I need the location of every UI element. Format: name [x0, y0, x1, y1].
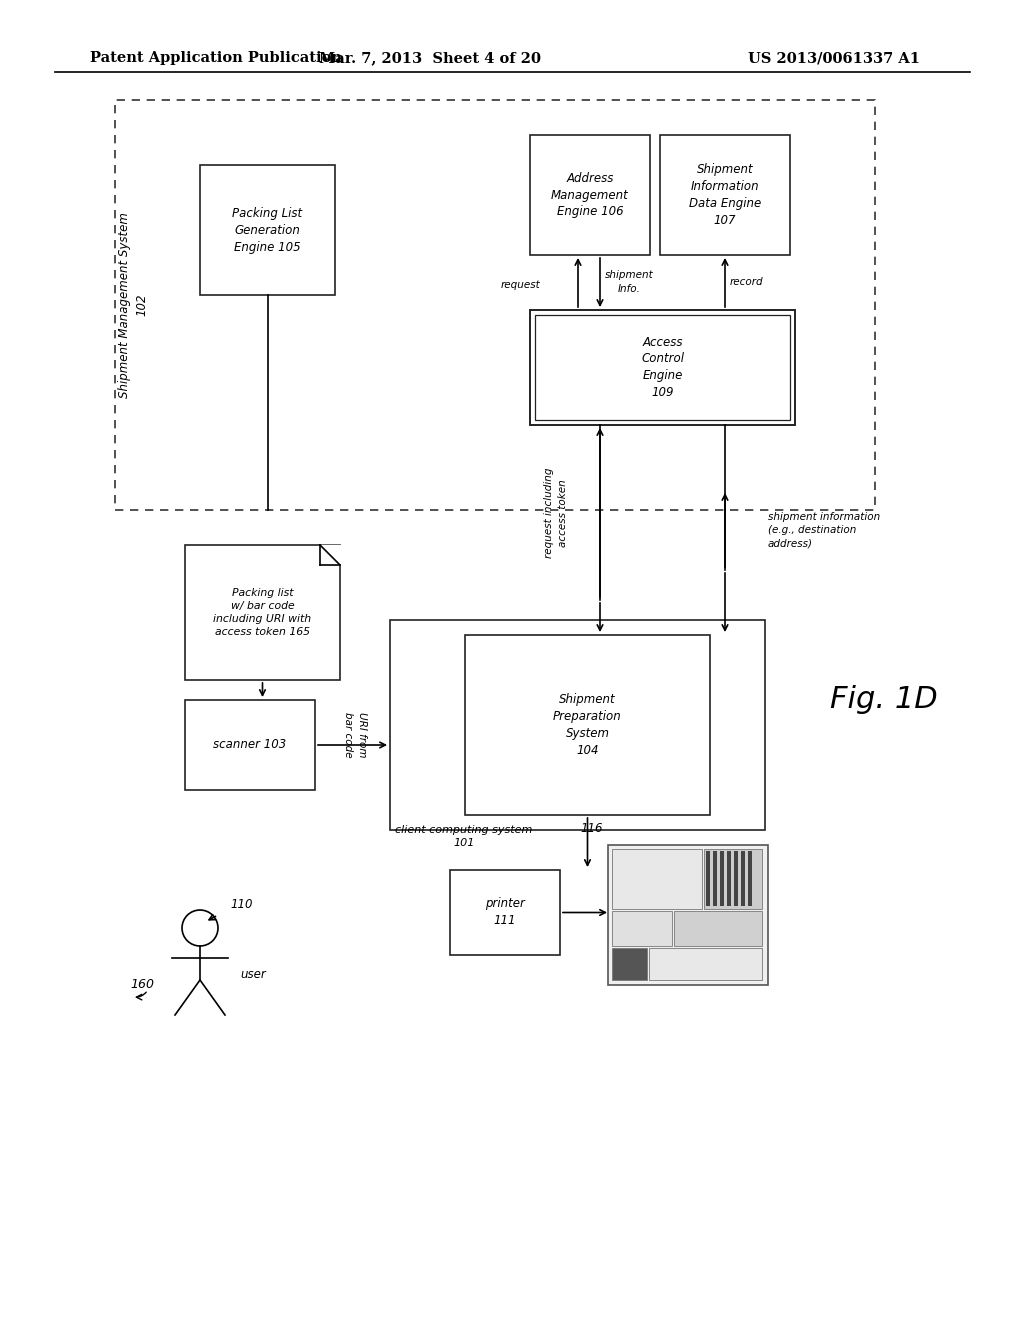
Text: 160: 160: [130, 978, 154, 991]
Text: 116: 116: [581, 822, 603, 836]
Polygon shape: [319, 545, 340, 565]
Text: Packing List
Generation
Engine 105: Packing List Generation Engine 105: [232, 206, 302, 253]
Bar: [705, 849, 762, 909]
Text: Shipment Management System
102: Shipment Management System 102: [118, 213, 148, 397]
Bar: [530, 310, 795, 425]
Text: Shipment
Information
Data Engine
107: Shipment Information Data Engine 107: [689, 162, 761, 227]
Text: user: user: [240, 969, 266, 982]
Text: scanner 103: scanner 103: [213, 738, 287, 751]
Bar: [390, 620, 765, 830]
Bar: [741, 851, 745, 906]
Text: client computing system
101: client computing system 101: [395, 825, 532, 849]
Text: record: record: [730, 277, 764, 286]
Bar: [185, 545, 340, 680]
Text: Mar. 7, 2013  Sheet 4 of 20: Mar. 7, 2013 Sheet 4 of 20: [319, 51, 541, 65]
Bar: [535, 315, 790, 420]
Bar: [200, 165, 335, 294]
Bar: [649, 948, 762, 979]
Text: Access
Control
Engine
109: Access Control Engine 109: [641, 335, 684, 400]
Text: Fig. 1D: Fig. 1D: [830, 685, 938, 714]
Text: 110: 110: [230, 899, 253, 912]
Text: US 2013/0061337 A1: US 2013/0061337 A1: [748, 51, 920, 65]
Bar: [674, 911, 762, 946]
Bar: [727, 851, 731, 906]
Bar: [660, 135, 790, 255]
Bar: [608, 845, 768, 985]
Text: Address
Management
Engine 106: Address Management Engine 106: [551, 172, 629, 219]
Bar: [713, 851, 717, 906]
Bar: [465, 635, 710, 814]
Text: request: request: [501, 280, 540, 290]
Bar: [450, 870, 560, 954]
Bar: [748, 851, 752, 906]
Bar: [612, 849, 702, 909]
Bar: [530, 135, 650, 255]
Bar: [612, 911, 672, 946]
Bar: [185, 700, 315, 789]
Text: printer
111: printer 111: [485, 898, 525, 928]
Bar: [734, 851, 738, 906]
Text: URI from
bar code: URI from bar code: [343, 713, 367, 758]
Text: Patent Application Publication: Patent Application Publication: [90, 51, 342, 65]
Text: Shipment
Preparation
System
104: Shipment Preparation System 104: [553, 693, 622, 756]
Text: shipment information
(e.g., destination
address): shipment information (e.g., destination …: [768, 512, 881, 548]
Bar: [706, 851, 710, 906]
Text: Packing list
w/ bar code
including URI with
access token 165: Packing list w/ bar code including URI w…: [213, 587, 311, 638]
Text: request including
access token: request including access token: [545, 467, 567, 558]
Bar: [115, 100, 874, 510]
Text: shipment
Info.: shipment Info.: [605, 271, 653, 293]
Bar: [720, 851, 724, 906]
Bar: [612, 948, 647, 979]
